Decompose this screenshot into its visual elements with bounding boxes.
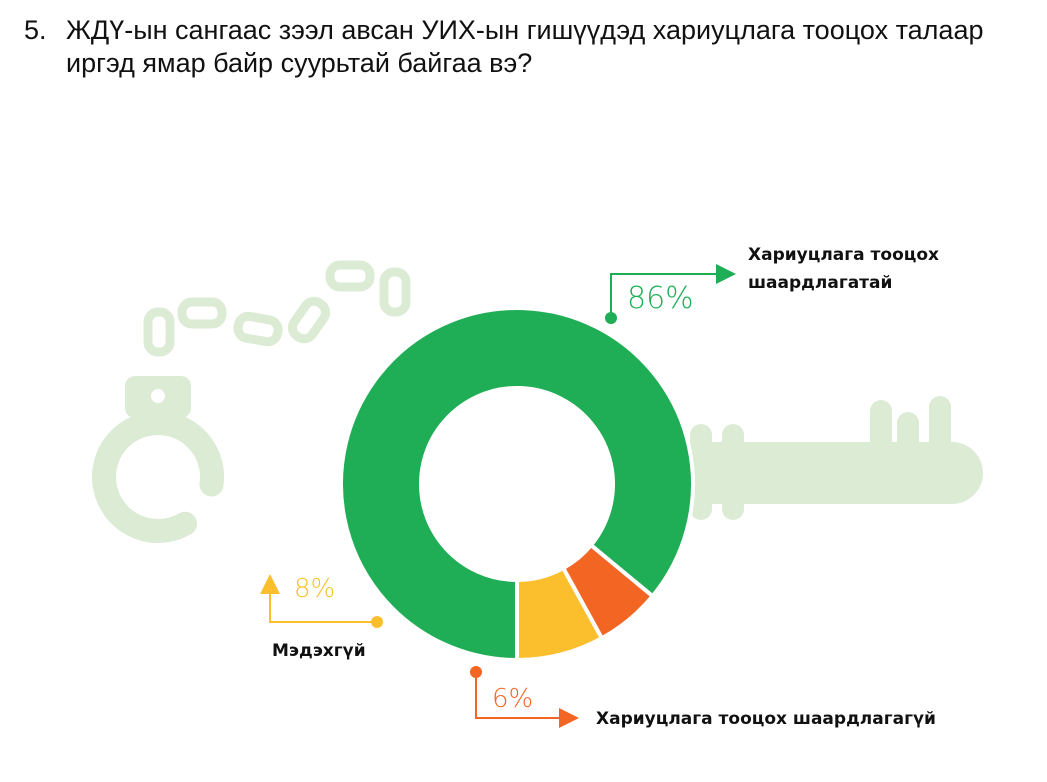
question-text: ЖДҮ-ын сангаас зээл авсан УИХ-ын гишүүдэ…: [66, 15, 984, 78]
legend-label-8: Мэдэхгүй: [272, 641, 366, 661]
callout-86-line: [610, 273, 718, 318]
callout-6: 6% Хариуцлага тооцох шаардлагагүй: [470, 666, 936, 729]
callout-8-line: [269, 592, 377, 623]
legend-label-86-line2: шаардлагатай: [748, 273, 892, 293]
handcuff-chain-decoration: [92, 260, 411, 543]
slice-responsible-needed: [339, 306, 695, 662]
callout-86: 86% Хариуцлага тооцох шаардлагатай: [605, 245, 939, 324]
callout-8: 8% Мэдэхгүй: [260, 574, 383, 661]
data-label-8: 8%: [294, 574, 335, 604]
callout-86-arrow-icon: [716, 264, 736, 284]
legend-label-86-line1: Хариуцлага тооцох: [748, 245, 939, 265]
donut-ring: [339, 306, 695, 662]
question-number: 5.: [24, 15, 47, 45]
callout-6-line: [475, 672, 562, 719]
data-label-6: 6%: [492, 684, 533, 714]
legend-label-6: Хариуцлага тооцох шаардлагагүй: [596, 709, 936, 729]
slice-dont-know: [515, 566, 604, 662]
callout-8-arrow-icon: [260, 574, 280, 594]
data-label-86: 86%: [627, 281, 694, 316]
callout-6-arrow-icon: [559, 708, 579, 728]
key-decoration: [660, 396, 983, 520]
question-title: 5. ЖДҮ-ын сангаас зээл авсан УИХ-ын гишү…: [24, 14, 1034, 80]
